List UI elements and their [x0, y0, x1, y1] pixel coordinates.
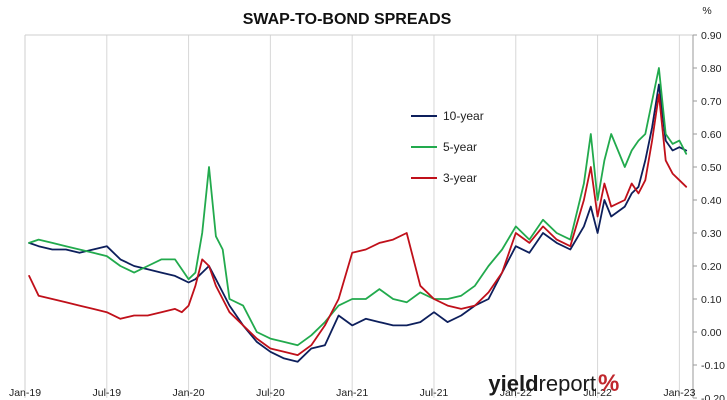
y-tick-label: 0.50 — [701, 162, 722, 174]
y-tick-label: 0.80 — [701, 63, 722, 75]
svg-text:yieldreport: yieldreport — [488, 371, 596, 396]
x-tick-label: Jul-22 — [583, 387, 612, 399]
x-axis-ticks: Jan-19 Jul-19 Jan-20 Jul-20 Jan-21 Jul-21 Jan-… — [9, 387, 696, 399]
chart-legend: 10-year 5-year 3-year — [411, 109, 484, 185]
x-tick-label: Jan-22 — [500, 387, 532, 399]
legend-label-5-year: 5-year — [443, 140, 477, 154]
x-tick-label: Jan-21 — [336, 387, 368, 399]
x-tick-label: Jul-20 — [256, 387, 285, 399]
logo-percent-sign: % — [598, 370, 619, 397]
x-tick-label: Jul-21 — [420, 387, 449, 399]
y-tick-label: -0.20 — [701, 393, 725, 400]
logo-text-yield: yield — [488, 371, 538, 396]
y-tick-label: -0.10 — [701, 360, 725, 372]
x-tick-label: Jan-19 — [9, 387, 41, 399]
y-tick-label: 0.30 — [701, 228, 722, 240]
logo-text-report: report — [539, 371, 596, 396]
y-tick-label: 0.20 — [701, 261, 722, 273]
y-axis-unit-label: % — [702, 5, 711, 17]
y-tick-label: 0.90 — [701, 30, 722, 42]
legend-label-3-year: 3-year — [443, 171, 477, 185]
y-tick-label: 0.00 — [701, 327, 722, 339]
x-tick-label: Jan-20 — [173, 387, 205, 399]
series-line-3-year — [28, 93, 688, 357]
legend-label-10-year: 10-year — [443, 109, 484, 123]
vertical-gridlines — [24, 34, 693, 398]
y-tick-label: 0.60 — [701, 129, 722, 141]
series-line-10-year — [28, 83, 688, 363]
x-tick-label: Jan-23 — [663, 387, 695, 399]
y-tick-label: 0.40 — [701, 195, 722, 207]
series-line-5-year — [28, 67, 688, 347]
chart-title: SWAP-TO-BOND SPREADS — [243, 11, 452, 28]
series-lines — [28, 67, 688, 363]
x-tick-label: Jul-19 — [92, 387, 121, 399]
y-axis-ticks: 0.90 0.80 0.70 0.60 0.50 0.40 0.30 0.20 0.10 0.00… — [692, 30, 725, 400]
y-tick-label: 0.70 — [701, 96, 722, 108]
yieldreport-logo: yieldreport % — [488, 370, 619, 397]
y-tick-label: 0.10 — [701, 294, 722, 306]
